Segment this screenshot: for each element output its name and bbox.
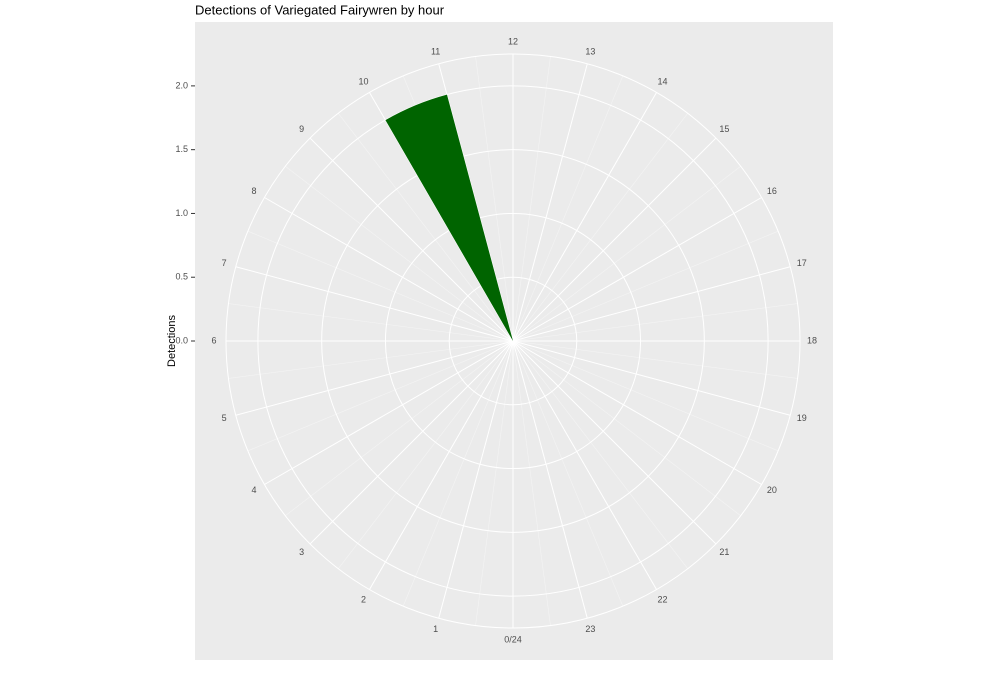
minor-grid-line	[228, 303, 514, 342]
x-tick-label: 2	[361, 594, 366, 604]
y-tick-label: 1.5	[175, 144, 188, 154]
minor-grid-line	[285, 166, 514, 342]
grid-line	[235, 340, 514, 416]
minor-grid-line	[512, 56, 551, 342]
chart-title: Detections of Variegated Fairywren by ho…	[195, 2, 445, 17]
grid-line	[309, 137, 514, 342]
grid-line	[512, 63, 588, 342]
x-tick-label: 20	[767, 485, 777, 495]
grid-line	[264, 340, 514, 485]
grid-line	[369, 340, 514, 590]
minor-grid-line	[512, 113, 688, 342]
minor-grid-line	[512, 303, 798, 342]
grid-line	[512, 340, 762, 485]
x-tick-label: 15	[719, 124, 729, 134]
x-tick-label: 10	[358, 76, 368, 86]
x-tick-label: 3	[299, 547, 304, 557]
y-tick-label: 1.0	[175, 208, 188, 218]
minor-grid-line	[338, 113, 514, 342]
x-tick-label: 11	[431, 47, 440, 57]
minor-grid-line	[475, 340, 514, 626]
x-tick-label: 4	[252, 485, 257, 495]
x-tick-label: 0/24	[504, 634, 522, 644]
minor-grid-line	[512, 340, 798, 379]
minor-grid-line	[512, 75, 624, 342]
minor-grid-line	[512, 166, 741, 342]
y-tick-label: 0.0	[175, 335, 188, 345]
minor-grid-line	[338, 340, 514, 569]
minor-grid-line	[285, 340, 514, 516]
grid-line	[512, 92, 657, 342]
minor-grid-line	[512, 340, 741, 516]
y-axis-label: Detections	[166, 315, 178, 367]
minor-grid-line	[247, 340, 514, 452]
minor-grid-line	[228, 340, 514, 379]
grid-line	[512, 340, 717, 545]
grid-line	[512, 137, 717, 342]
x-tick-label: 14	[657, 76, 667, 86]
x-tick-label: 18	[807, 335, 817, 345]
y-tick-label: 0.5	[175, 272, 188, 282]
minor-grid-line	[512, 230, 779, 342]
grid-line	[512, 340, 791, 416]
minor-grid-line	[402, 340, 514, 607]
minor-grid-line	[512, 340, 688, 569]
grid-line	[438, 340, 514, 619]
x-tick-label: 6	[211, 335, 216, 345]
x-tick-label: 23	[585, 624, 595, 634]
x-tick-label: 1	[433, 624, 438, 634]
x-tick-label: 22	[657, 594, 667, 604]
x-tick-label: 17	[797, 258, 807, 268]
grid-line	[512, 340, 588, 619]
bar	[385, 94, 513, 341]
grid-line	[512, 266, 791, 342]
x-tick-label: 8	[252, 186, 257, 196]
minor-grid-line	[247, 230, 514, 342]
x-tick-label: 16	[767, 186, 777, 196]
grid-line	[309, 340, 514, 545]
x-tick-label: 5	[222, 413, 227, 423]
x-tick-label: 19	[797, 413, 807, 423]
minor-grid-line	[475, 56, 514, 342]
x-tick-label: 7	[222, 258, 227, 268]
y-tick-label: 2.0	[175, 80, 188, 90]
grid-line	[264, 197, 514, 342]
x-tick-label: 9	[299, 124, 304, 134]
grid-line	[512, 197, 762, 342]
x-tick-label: 21	[719, 547, 729, 557]
minor-grid-line	[512, 340, 551, 626]
minor-grid-line	[512, 340, 624, 607]
x-tick-label: 12	[508, 36, 518, 46]
grid-line	[512, 340, 657, 590]
minor-grid-line	[512, 340, 779, 452]
grid-line	[235, 266, 514, 342]
x-tick-label: 13	[585, 47, 595, 57]
